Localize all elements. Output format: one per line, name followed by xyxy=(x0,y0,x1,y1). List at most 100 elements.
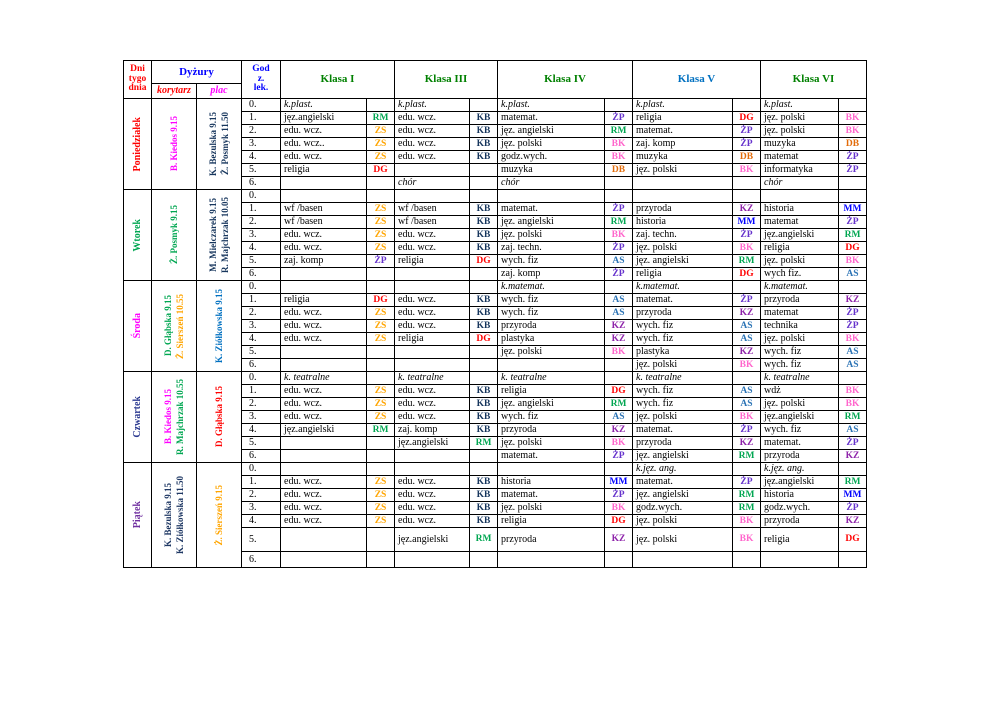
teacher-initials-cell: ŻP xyxy=(366,254,395,268)
teacher-initials-cell: RM xyxy=(366,423,395,437)
subject-cell: wych. fiz xyxy=(497,293,605,307)
lesson-number: 2. xyxy=(241,488,281,502)
day-name: Czwartek xyxy=(131,396,143,438)
teacher-initials-cell: DG xyxy=(838,527,867,552)
lesson-row: Poniedziałek B. Kiedos 9.15 K. Bezulska 9.… xyxy=(123,98,867,190)
subject-cell: chór xyxy=(394,176,470,190)
subject-cell: przyroda xyxy=(497,423,605,437)
teacher-initials-cell: KZ xyxy=(732,345,761,359)
timetable-body: Poniedziałek B. Kiedos 9.15 K. Bezulska 9.… xyxy=(123,98,867,568)
teacher-initials-cell: AS xyxy=(838,345,867,359)
subject-cell xyxy=(632,176,733,190)
teacher-initials-cell: BK xyxy=(838,397,867,411)
teacher-initials-cell xyxy=(469,462,498,476)
lesson-number: 5. xyxy=(241,254,281,268)
subject-cell: edu. wcz.. xyxy=(280,137,367,151)
teacher-initials-cell: KB xyxy=(469,501,498,515)
teacher-initials-cell xyxy=(732,189,761,203)
subject-cell: jęz.angielski xyxy=(760,410,839,424)
lesson-row: 6. zaj. komp ŻP religia DG wych fiz. AS xyxy=(124,267,867,281)
subject-cell: przyroda xyxy=(760,449,839,463)
subject-cell xyxy=(280,449,367,463)
duty-korytarz-cell: B. Kiedos 9.15 R. Majchrzak 10.55 xyxy=(151,371,197,463)
lesson-row: 1. edu. wcz. ZS edu. wcz. KB religia DG wych. f… xyxy=(124,384,867,398)
duty-teacher-name: K. Ziółkowska 9.15 xyxy=(213,288,224,364)
lesson-row: Piątek K. Bezulska 9.15 K. Ziółkowska 11.5… xyxy=(123,462,867,568)
subject-cell: matemat. xyxy=(760,436,839,450)
subject-cell: edu. wcz. xyxy=(280,332,367,346)
subject-cell: k.plast. xyxy=(280,98,367,112)
teacher-initials-cell: DG xyxy=(604,514,633,528)
subject-cell: wych. fiz xyxy=(632,397,733,411)
teacher-initials-cell: BK xyxy=(732,163,761,177)
teacher-initials-cell xyxy=(604,176,633,190)
subject-cell: edu. wcz. xyxy=(394,293,470,307)
subject-cell: edu. wcz. xyxy=(394,475,470,489)
subject-cell: matemat. xyxy=(497,449,605,463)
lesson-row: 6. xyxy=(124,551,867,568)
teacher-initials-cell: KZ xyxy=(732,306,761,320)
teacher-initials-cell: KB xyxy=(469,423,498,437)
teacher-initials-cell xyxy=(366,98,395,112)
header-days-line: dnia xyxy=(128,83,147,94)
teacher-initials-cell: BK xyxy=(732,527,761,552)
teacher-initials-cell: BK xyxy=(604,345,633,359)
subject-cell: historia xyxy=(497,475,605,489)
lesson-row: Wtorek Ż. Posmyk 9.15 M. Mielczarek 9.15 R.… xyxy=(123,189,867,281)
teacher-initials-cell xyxy=(838,462,867,476)
lesson-number: 3. xyxy=(241,228,281,242)
timetable: Dni tygo dnia Dyżury God z. lek. Klasa I Klasa I… xyxy=(123,60,867,568)
day-name-cell: Poniedziałek xyxy=(123,98,152,190)
subject-cell: k. teatralne xyxy=(394,371,470,385)
duty-plac-cell: K. Ziółkowska 9.15 xyxy=(196,280,242,372)
teacher-initials-cell xyxy=(469,176,498,190)
subject-cell xyxy=(394,358,470,372)
lesson-number: 0. xyxy=(241,280,281,294)
subject-cell: edu. wcz. xyxy=(394,124,470,138)
subject-cell: chór xyxy=(760,176,839,190)
subject-cell xyxy=(394,267,470,281)
subject-cell: wdż xyxy=(760,384,839,398)
lesson-number: 5. xyxy=(241,163,281,177)
subject-cell: k.matemat. xyxy=(760,280,839,294)
duty-plac-cell: M. Mielczarek 9.15 R. Majchrzak 10.05 xyxy=(196,189,242,281)
duty-teacher-name: Ż. Sierszeń 9.15 xyxy=(213,484,224,546)
teacher-initials-cell: ZS xyxy=(366,384,395,398)
teacher-initials-cell: KB xyxy=(469,319,498,333)
subject-cell: k.plast. xyxy=(394,98,470,112)
subject-cell xyxy=(280,551,367,568)
teacher-initials-cell: ZS xyxy=(366,397,395,411)
teacher-initials-cell xyxy=(604,371,633,385)
subject-cell: jęz.angielski xyxy=(760,475,839,489)
teacher-initials-cell: KB xyxy=(469,475,498,489)
teacher-initials-cell: DB xyxy=(732,150,761,164)
teacher-initials-cell: ŻP xyxy=(732,228,761,242)
subject-cell: jęz. polski xyxy=(632,527,733,552)
teacher-initials-cell: ŻP xyxy=(604,449,633,463)
subject-cell: jęz. angielski xyxy=(497,397,605,411)
teacher-initials-cell: DG xyxy=(838,241,867,255)
subject-cell xyxy=(280,358,367,372)
subject-cell: edu. wcz. xyxy=(394,306,470,320)
subject-cell: k.matemat. xyxy=(497,280,605,294)
subject-cell: muzyka xyxy=(760,137,839,151)
teacher-initials-cell: KB xyxy=(469,124,498,138)
lesson-row: 3. edu. wcz. ZS edu. wcz. KB jęz. polski BK god… xyxy=(124,501,867,515)
teacher-initials-cell: RM xyxy=(732,501,761,515)
subject-cell: matemat. xyxy=(497,111,605,125)
subject-cell: plastyka xyxy=(632,345,733,359)
subject-cell xyxy=(760,189,839,203)
subject-cell: wych. fiz xyxy=(632,384,733,398)
lesson-number: 4. xyxy=(241,332,281,346)
subject-cell: k.jęz. ang. xyxy=(632,462,733,476)
teacher-initials-cell: KB xyxy=(469,137,498,151)
subject-cell: wych. fiz xyxy=(497,306,605,320)
teacher-initials-cell: KZ xyxy=(838,293,867,307)
teacher-initials-cell: ŻP xyxy=(732,137,761,151)
teacher-initials-cell: BK xyxy=(604,137,633,151)
subject-cell: matemat. xyxy=(497,202,605,216)
lesson-number: 5. xyxy=(241,345,281,359)
teacher-initials-cell: BK xyxy=(838,111,867,125)
teacher-initials-cell: ŻP xyxy=(732,475,761,489)
subject-cell: matemat. xyxy=(632,423,733,437)
